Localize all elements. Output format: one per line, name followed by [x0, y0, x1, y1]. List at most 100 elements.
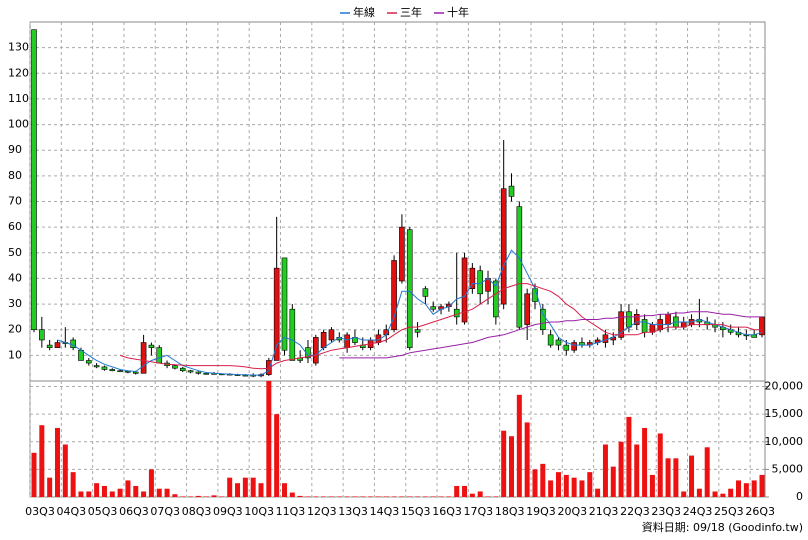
volume-bar: [383, 496, 389, 497]
volume-bar: [720, 493, 726, 497]
candle-body: [172, 365, 178, 369]
volume-bar: [250, 477, 256, 497]
volume-bar: [297, 495, 303, 497]
volume-bar: [195, 495, 201, 497]
volume-bar: [673, 458, 679, 497]
volume-bar: [689, 455, 695, 497]
x-tick-label: 13Q3: [338, 505, 368, 518]
y2-tick-label: 15,000: [765, 407, 804, 420]
candle-body: [406, 229, 413, 348]
volume-bar: [454, 485, 460, 497]
candle-body: [524, 293, 530, 325]
x-tick-label: 23Q3: [651, 505, 681, 518]
volume-bar: [125, 480, 131, 497]
y2-tick-label: 5,000: [772, 462, 804, 475]
candle-body: [93, 365, 100, 368]
volume-bar: [642, 427, 648, 497]
volume-bar: [172, 494, 178, 497]
volume-bar: [548, 480, 554, 497]
volume-bar: [227, 477, 233, 497]
volume-bar: [751, 480, 757, 497]
volume-bar: [469, 493, 475, 497]
volume-bar: [626, 416, 632, 497]
ma-line: [57, 249, 763, 376]
candle-body: [39, 329, 45, 341]
candle-body: [109, 369, 116, 372]
candle-body: [649, 324, 656, 333]
volume-bar: [375, 496, 381, 497]
y2-tick-label: 20,000: [765, 380, 804, 393]
legend-label: 年線: [353, 5, 375, 19]
candle-body: [54, 342, 61, 348]
candle-body: [571, 342, 577, 351]
ma-line: [339, 311, 762, 359]
volume-bar: [728, 488, 734, 497]
volume-bar: [328, 496, 334, 497]
candle-body: [320, 331, 327, 348]
volume-bar: [415, 496, 421, 497]
volume-bar: [266, 381, 272, 497]
legend-label: 十年: [447, 5, 469, 19]
x-tick-label: 24Q3: [683, 505, 713, 518]
candle-body: [430, 306, 437, 310]
candle-body: [344, 334, 350, 348]
x-tick-label: 25Q3: [714, 505, 744, 518]
volume-bar: [235, 483, 241, 497]
candle-body: [626, 311, 632, 328]
volume-bar: [516, 394, 522, 497]
candle-body: [516, 206, 523, 328]
candle-body: [125, 370, 131, 373]
candle-body: [461, 257, 468, 323]
volume-bar: [555, 472, 561, 497]
volume-bar: [352, 496, 358, 497]
candle-body: [540, 308, 546, 331]
x-tick-label: 22Q3: [620, 505, 650, 518]
x-tick-label: 21Q3: [589, 505, 619, 518]
volume-bar: [219, 496, 225, 497]
volume-bar: [117, 488, 123, 497]
volume-bar: [509, 436, 515, 497]
candle-body: [633, 314, 640, 325]
y-tick-label: 90: [8, 143, 22, 156]
x-tick-label: 14Q3: [370, 505, 400, 518]
y2-tick-label: 0: [796, 490, 803, 503]
volume-bar: [258, 483, 264, 497]
candle-body: [187, 370, 194, 373]
y-tick-label: 100: [8, 118, 29, 131]
x-tick-label: 10Q3: [244, 505, 274, 518]
candle-body: [665, 314, 671, 325]
candle-body: [547, 334, 554, 346]
volume-bar: [54, 427, 60, 497]
volume-bar: [94, 483, 100, 497]
candle-body: [469, 267, 476, 289]
volume-bar: [743, 483, 749, 497]
y-tick-label: 30: [8, 297, 22, 310]
volume-bar: [211, 495, 217, 497]
candle-body: [156, 347, 163, 364]
volume-bar: [360, 496, 366, 497]
y-tick-label: 20: [8, 323, 22, 336]
volume-bar: [430, 496, 436, 497]
volume-bar: [368, 496, 374, 497]
candle-body: [132, 371, 139, 374]
x-tick-label: 19Q3: [526, 505, 556, 518]
volume-bar: [681, 491, 687, 497]
volume-bar: [736, 480, 742, 497]
x-tick-label: 17Q3: [464, 505, 494, 518]
x-tick-label: 11Q3: [276, 505, 306, 518]
volume-bar: [305, 496, 311, 497]
volume-bar: [696, 488, 702, 497]
volume-bar: [321, 496, 327, 497]
volume-bar: [665, 458, 671, 497]
volume-bar: [289, 492, 295, 497]
candle-body: [328, 329, 335, 341]
volume-bar: [344, 496, 350, 497]
candle-body: [179, 367, 186, 372]
x-tick-label: 06Q3: [119, 505, 149, 518]
candle-body: [117, 370, 123, 373]
volume-bar: [563, 474, 569, 497]
x-tick-label: 07Q3: [150, 505, 180, 518]
y-tick-label: 70: [8, 195, 22, 208]
volume-bar: [532, 469, 538, 497]
volume-bar: [86, 491, 92, 497]
